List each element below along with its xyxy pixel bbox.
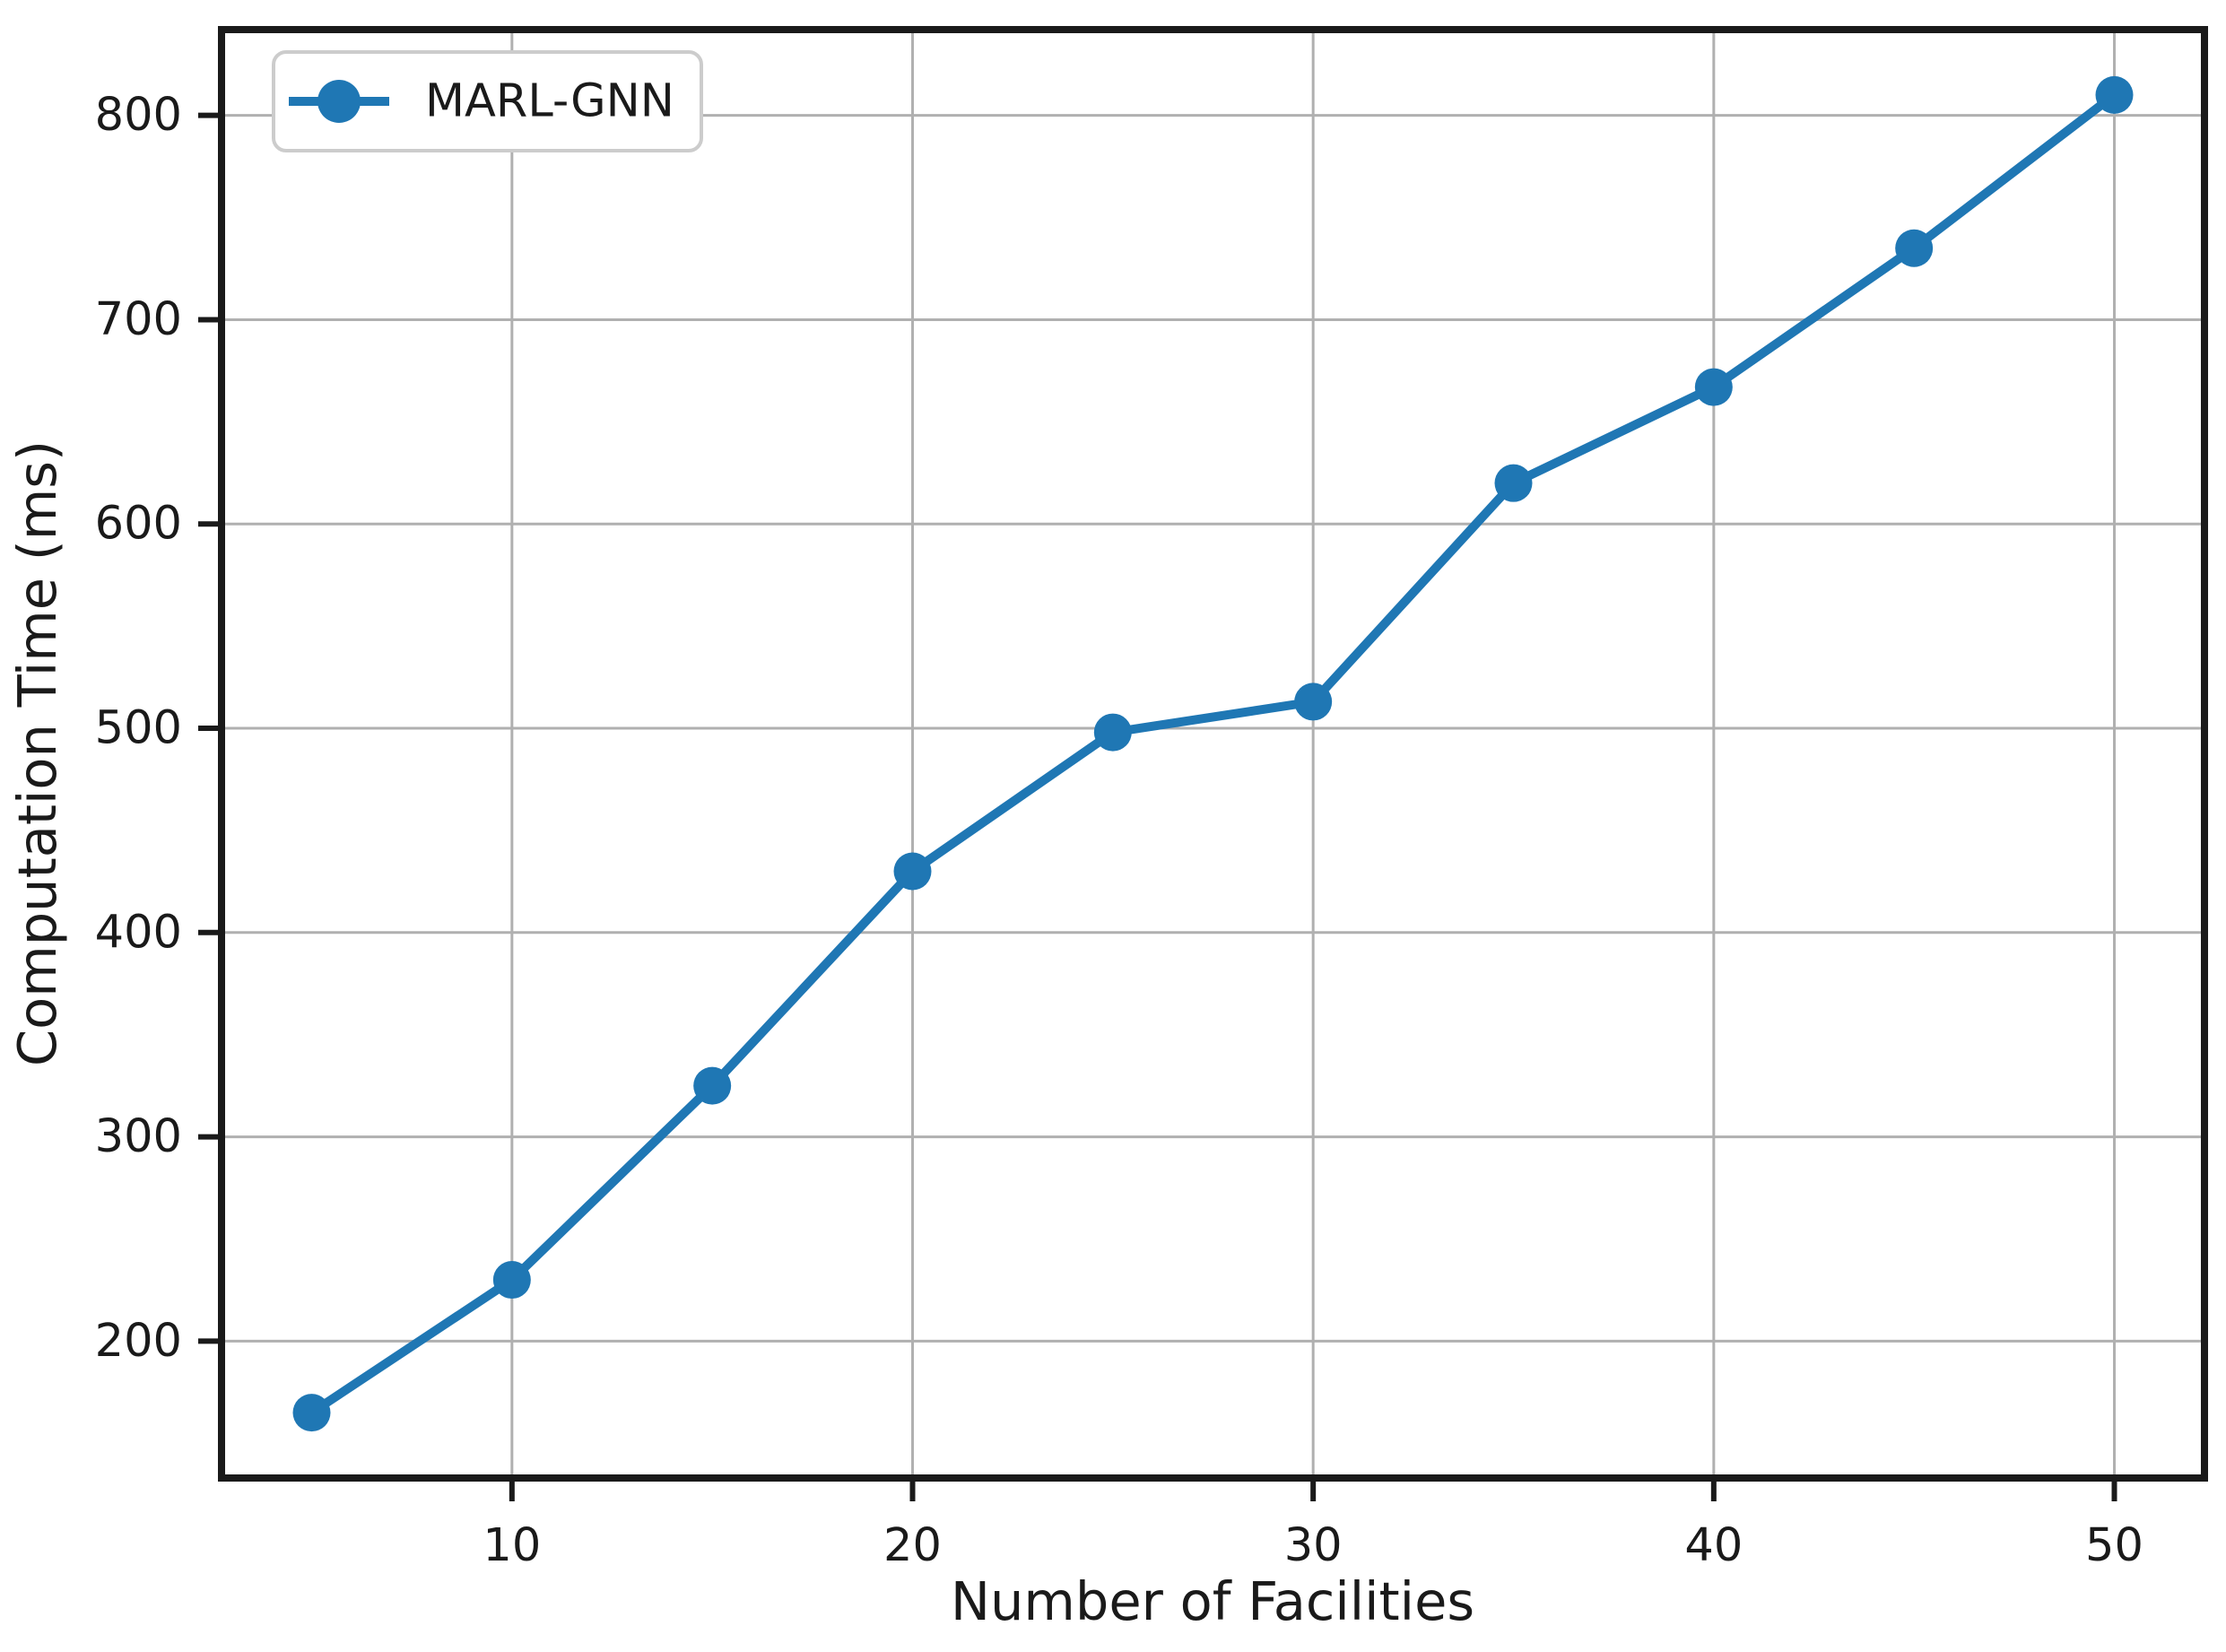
axis-ticks-and-labels: 10 20 30 40 50 200 300 400 500 600 700 800 <box>95 89 2143 1572</box>
y-tick-label: 600 <box>95 498 182 551</box>
legend-label: MARL-GNN <box>425 75 674 128</box>
data-point-marker <box>1494 464 1533 502</box>
x-tick-label: 50 <box>2085 1519 2143 1572</box>
series-marl-gnn <box>292 75 2134 1432</box>
x-tick-label: 30 <box>1284 1519 1343 1572</box>
x-tick-label: 10 <box>483 1519 541 1572</box>
y-axis-label: Computation Time (ms) <box>6 440 68 1066</box>
y-tick-label: 500 <box>95 702 182 755</box>
data-point-marker <box>1294 683 1333 721</box>
data-point-marker <box>893 852 932 891</box>
data-point-marker <box>292 1394 331 1432</box>
x-tick-label: 20 <box>883 1519 942 1572</box>
data-point-marker <box>1093 713 1132 752</box>
legend-marker-sample <box>317 80 361 123</box>
data-point-marker <box>1895 229 1934 267</box>
data-point-marker <box>2095 75 2134 114</box>
legend-box <box>272 50 703 152</box>
x-axis-label: Number of Facilities <box>951 1570 1474 1632</box>
legend: MARL-GNN <box>272 50 703 152</box>
y-tick-label: 200 <box>95 1315 182 1368</box>
series-line <box>307 90 2119 1418</box>
x-tick-label: 40 <box>1684 1519 1743 1572</box>
y-tick-label: 800 <box>95 89 182 142</box>
y-tick-label: 400 <box>95 906 182 959</box>
data-point-marker <box>693 1066 732 1105</box>
data-point-marker <box>1694 368 1733 406</box>
data-point-marker <box>492 1261 531 1300</box>
plot-frame <box>218 26 2208 1482</box>
y-tick-label: 700 <box>95 293 182 346</box>
y-tick-label: 300 <box>95 1110 182 1163</box>
axes-spines <box>218 26 2208 1482</box>
